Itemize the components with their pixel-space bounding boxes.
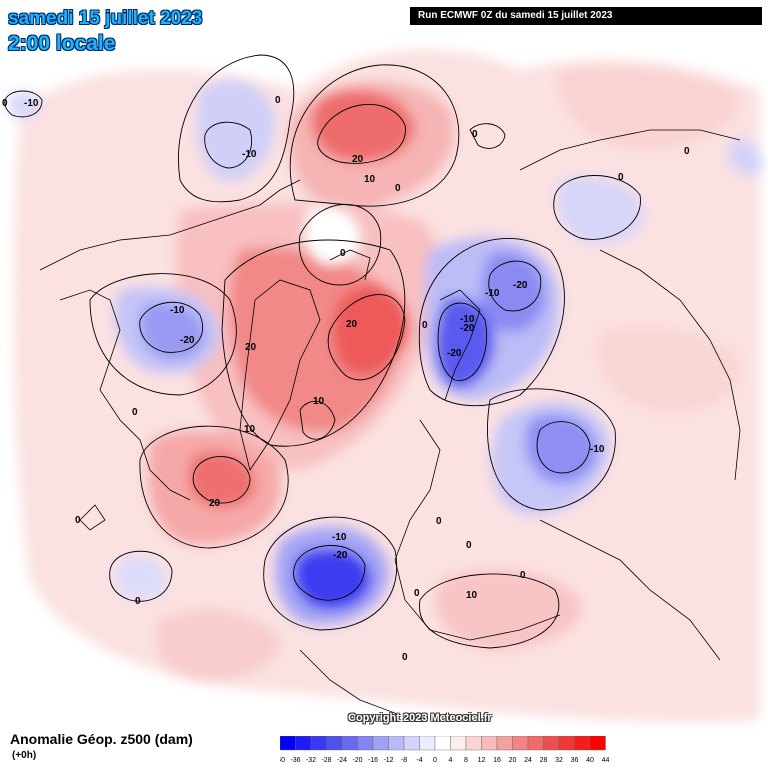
legend-tick-label: 12 <box>478 757 486 764</box>
contour-label: 10 <box>364 174 376 185</box>
legend-tick-label: -28 <box>321 757 331 764</box>
contour-label-group: 0 -10 0 -10 0 20 10 0 0 0 0 -10 -20 -10 … <box>2 95 690 663</box>
legend-tick-label: -4 <box>416 757 422 764</box>
map-time: 2:00 locale <box>8 32 116 55</box>
run-info-bar: Run ECMWF 0Z du samedi 15 juillet 2023 <box>410 7 762 25</box>
contour-label: -20 <box>180 335 195 346</box>
legend-swatch <box>465 736 482 751</box>
legend-swatch <box>326 736 343 751</box>
legend-swatch <box>295 736 312 751</box>
legend-tick-label: 4 <box>449 757 453 764</box>
contour-label: -20 <box>333 550 348 561</box>
legend-tick-label: -8 <box>401 757 407 764</box>
legend-swatch <box>496 736 513 751</box>
legend-title: Anomalie Géop. z500 (dam) <box>10 731 193 747</box>
legend-swatch <box>280 736 296 751</box>
legend-swatch <box>543 736 560 751</box>
contour-label: -20 <box>513 280 528 291</box>
contour-label: 10 <box>466 590 478 601</box>
contour-label: -20 <box>460 323 475 334</box>
legend-swatch <box>434 736 451 751</box>
legend-tick-label: 32 <box>555 757 563 764</box>
anomaly-fields <box>8 49 763 723</box>
contour-label: 10 <box>313 396 325 407</box>
contour-label: 0 <box>422 320 428 331</box>
contour-label: 0 <box>340 248 346 259</box>
legend-tick-label: -16 <box>368 757 378 764</box>
copyright: Copyright 2023 Meteociel.fr <box>348 712 492 724</box>
contour-label: -10 <box>485 288 500 299</box>
legend-tick-label: 0 <box>433 757 437 764</box>
contour-label: 0 <box>402 652 408 663</box>
legend-swatch <box>512 736 529 751</box>
anomaly-map: 0 -10 0 -10 0 20 10 0 0 0 0 -10 -20 -10 … <box>2 49 763 723</box>
contour-label: 10 <box>244 424 256 435</box>
contour-label: -10 <box>242 149 257 160</box>
map-date: samedi 15 juillet 2023 <box>8 8 203 29</box>
legend-tick-label: 20 <box>509 757 517 764</box>
legend-swatch <box>574 736 591 751</box>
contour-label: 0 <box>684 146 690 157</box>
legend-tick-label: 8 <box>464 757 468 764</box>
contour-lines <box>4 54 641 649</box>
legend-tick-label: 28 <box>540 757 548 764</box>
contour-label: 20 <box>352 154 364 165</box>
contour-label: 0 <box>436 516 442 527</box>
contour-label: 0 <box>275 95 281 106</box>
contour-label: 0 <box>395 183 401 194</box>
legend-swatch <box>341 736 358 751</box>
legend-swatch <box>388 736 405 751</box>
legend-swatch <box>558 736 575 751</box>
contour-label: 0 <box>2 98 8 109</box>
contour-label: 0 <box>75 515 81 526</box>
legend-swatch <box>481 736 498 751</box>
contour-label: -10 <box>460 314 475 325</box>
legend-tick-label: -40 <box>280 757 285 764</box>
forecast-step: (+0h) <box>12 750 37 761</box>
contour-label: 0 <box>135 596 141 607</box>
legend-tick-label: 40 <box>586 757 594 764</box>
legend-swatch <box>527 736 544 751</box>
legend-tick-label: 24 <box>524 757 532 764</box>
legend-swatch <box>450 736 467 751</box>
contour-label: -10 <box>170 305 185 316</box>
coastlines <box>39 129 741 716</box>
legend-tick-label: 36 <box>571 757 579 764</box>
contour-label: -10 <box>590 444 605 455</box>
legend-tick-label: -32 <box>306 757 316 764</box>
legend-tick-label: 16 <box>493 757 501 764</box>
contour-label: -20 <box>447 348 462 359</box>
contour-label: 0 <box>618 172 624 183</box>
legend-tick-label: -24 <box>337 757 347 764</box>
contour-label: 0 <box>520 570 526 581</box>
legend-swatch <box>310 736 327 751</box>
legend-tick-label: 44 <box>602 757 610 764</box>
legend-swatch <box>372 736 389 751</box>
contour-label: 20 <box>346 319 358 330</box>
legend-swatch <box>357 736 374 751</box>
contour-label: 0 <box>132 407 138 418</box>
legend-tick-label: -12 <box>383 757 393 764</box>
legend-swatch <box>419 736 436 751</box>
legend-swatch <box>589 736 606 751</box>
legend-tick-label: -36 <box>290 757 300 764</box>
legend-swatch <box>403 736 420 751</box>
contour-label: 20 <box>209 498 221 509</box>
contour-label: 0 <box>472 129 478 140</box>
contour-label: 0 <box>466 540 472 551</box>
contour-label: 0 <box>414 588 420 599</box>
contour-label: -10 <box>24 98 39 109</box>
contour-label: 20 <box>245 342 257 353</box>
contour-label: -10 <box>332 532 347 543</box>
legend-tick-label: -20 <box>352 757 362 764</box>
color-legend: -40-36-32-28-24-20-16-12-8-4048121620242… <box>280 736 610 764</box>
